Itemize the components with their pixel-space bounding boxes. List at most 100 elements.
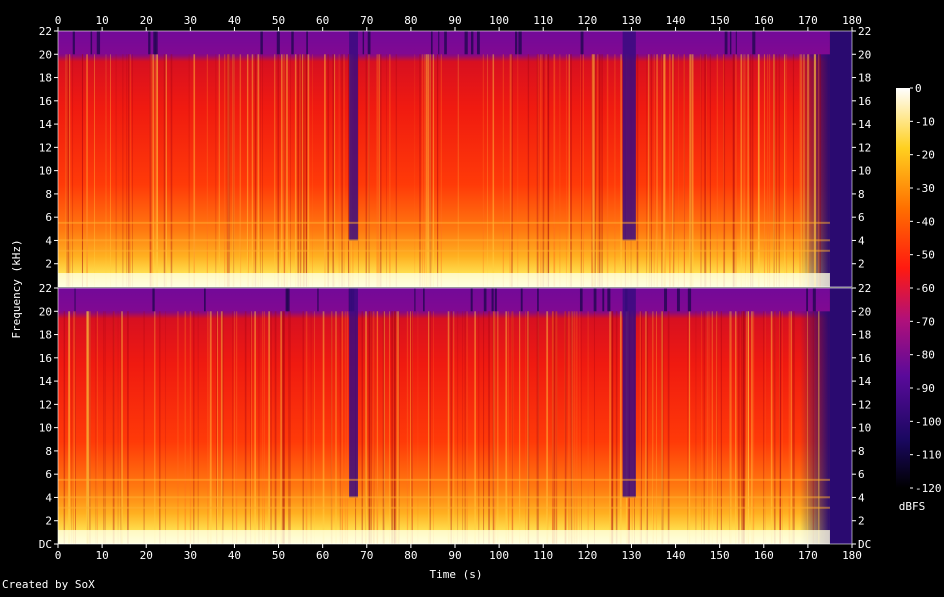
y-tick-label: 10 <box>39 422 52 435</box>
spectrogram-streak <box>70 54 71 287</box>
spectrogram-streak <box>771 311 773 544</box>
spectrogram-dropout <box>677 288 680 311</box>
spectrogram-streak <box>786 54 787 287</box>
spectrogram-streak <box>588 311 589 544</box>
spectrogram-streak <box>219 54 220 287</box>
spectrogram-dropout <box>471 31 473 54</box>
spectrogram-streak <box>281 54 283 287</box>
spectrogram-streak <box>451 311 452 544</box>
x-tick-label: 10 <box>95 14 108 27</box>
spectrogram-streak <box>164 54 166 287</box>
x-tick-label: 80 <box>404 14 417 27</box>
spectrogram-streak <box>156 54 157 287</box>
spectrogram-streak <box>748 311 749 544</box>
x-tick-label: 0 <box>55 14 62 27</box>
y-tick-label: 20 <box>39 305 52 318</box>
spectrogram-streak <box>295 54 297 287</box>
spectrogram-streak <box>257 54 259 287</box>
spectrogram-streak <box>731 311 732 544</box>
spectrogram-streak <box>546 54 547 287</box>
x-tick-label: 40 <box>228 549 241 562</box>
spectrogram-streak <box>537 311 539 544</box>
spectrogram-streak <box>717 54 718 287</box>
spectrogram-streak <box>556 311 558 544</box>
spectrogram-energy <box>58 288 830 544</box>
spectrogram-streak <box>103 311 104 544</box>
y-tick-label: 4 <box>858 491 865 504</box>
spectrogram-low-band <box>58 273 830 287</box>
spectrogram-quiet-section <box>349 288 358 497</box>
spectrogram-streak <box>779 54 780 287</box>
spectrogram-dropout <box>602 288 604 311</box>
spectrogram-streak <box>252 54 253 287</box>
spectrogram-streak <box>366 54 367 287</box>
spectrogram-streak <box>369 54 370 287</box>
spectrogram-streak <box>306 54 307 287</box>
spectrogram-streak <box>376 54 378 287</box>
colorbar-tick-label: -50 <box>915 249 935 262</box>
spectrogram-streak <box>334 54 335 287</box>
y-tick-label: 2 <box>45 258 52 271</box>
spectrogram-streak <box>228 54 230 287</box>
spectrogram-streak <box>801 54 802 287</box>
x-tick-label: 40 <box>228 14 241 27</box>
spectrogram-dropout <box>521 288 523 311</box>
spectrogram-streak <box>701 54 702 287</box>
spectrogram-streak <box>274 54 275 287</box>
spectrogram-streak <box>393 311 394 544</box>
spectrogram-streak <box>73 311 74 544</box>
spectrogram-streak <box>462 311 463 544</box>
x-tick-label: 170 <box>798 14 818 27</box>
spectrogram-streak <box>746 311 747 544</box>
spectrogram-streak <box>738 311 739 544</box>
spectrogram-streak <box>704 54 705 287</box>
spectrogram-dropout <box>736 31 737 54</box>
spectrogram-streak <box>331 311 332 544</box>
x-tick-label: 150 <box>710 14 730 27</box>
y-tick-label: 16 <box>39 352 52 365</box>
y-tick-label: 8 <box>45 445 52 458</box>
spectrogram-streak <box>678 54 679 287</box>
spectrogram-streak <box>341 54 342 287</box>
spectrogram-quiet-section <box>349 31 358 240</box>
spectrogram-streak <box>620 311 622 544</box>
spectrogram-streak <box>744 54 745 287</box>
spectrogram-streak <box>747 54 748 287</box>
spectrogram-dropout <box>431 31 433 54</box>
spectrogram-streak <box>207 54 208 287</box>
spectrogram-dropout <box>471 288 473 311</box>
spectrogram-streak <box>224 54 225 287</box>
spectrogram-streak <box>592 54 594 287</box>
spectrogram-streak <box>217 311 218 544</box>
spectrogram-streak <box>75 311 76 544</box>
x-tick-label: 30 <box>184 549 197 562</box>
spectrogram-dropout <box>444 31 447 54</box>
spectrogram-streak <box>155 54 156 287</box>
spectrogram-streak <box>712 311 713 544</box>
spectrogram-streak <box>483 311 484 544</box>
spectrogram-streak <box>574 311 575 544</box>
spectrogram-streak <box>735 311 736 544</box>
spectrogram-streak <box>433 54 434 287</box>
colorbar-tick-label: -100 <box>915 415 942 428</box>
spectrogram-streak <box>609 311 610 544</box>
y-tick-label: 18 <box>858 329 871 342</box>
y-tick-label: 6 <box>45 211 52 224</box>
y-tick-label: 10 <box>858 165 871 178</box>
spectrogram-streak <box>335 311 336 544</box>
spectrogram-streak <box>216 54 217 287</box>
spectrogram-streak <box>710 54 711 287</box>
spectrogram-streak <box>580 311 581 544</box>
spectrogram-streak <box>458 311 459 544</box>
spectrogram-streak <box>166 54 167 287</box>
spectrogram-streak <box>154 311 155 544</box>
spectrogram-streak <box>478 311 479 544</box>
spectrogram-streak <box>236 311 237 544</box>
y-tick-label: 12 <box>39 398 52 411</box>
spectrogram-streak <box>569 54 570 287</box>
spectrogram-streak <box>422 54 423 287</box>
x-axis-label: Time (s) <box>430 568 483 581</box>
spectrogram-streak <box>721 311 722 544</box>
spectrogram-streak <box>130 54 131 287</box>
spectrogram-streak <box>113 311 115 544</box>
